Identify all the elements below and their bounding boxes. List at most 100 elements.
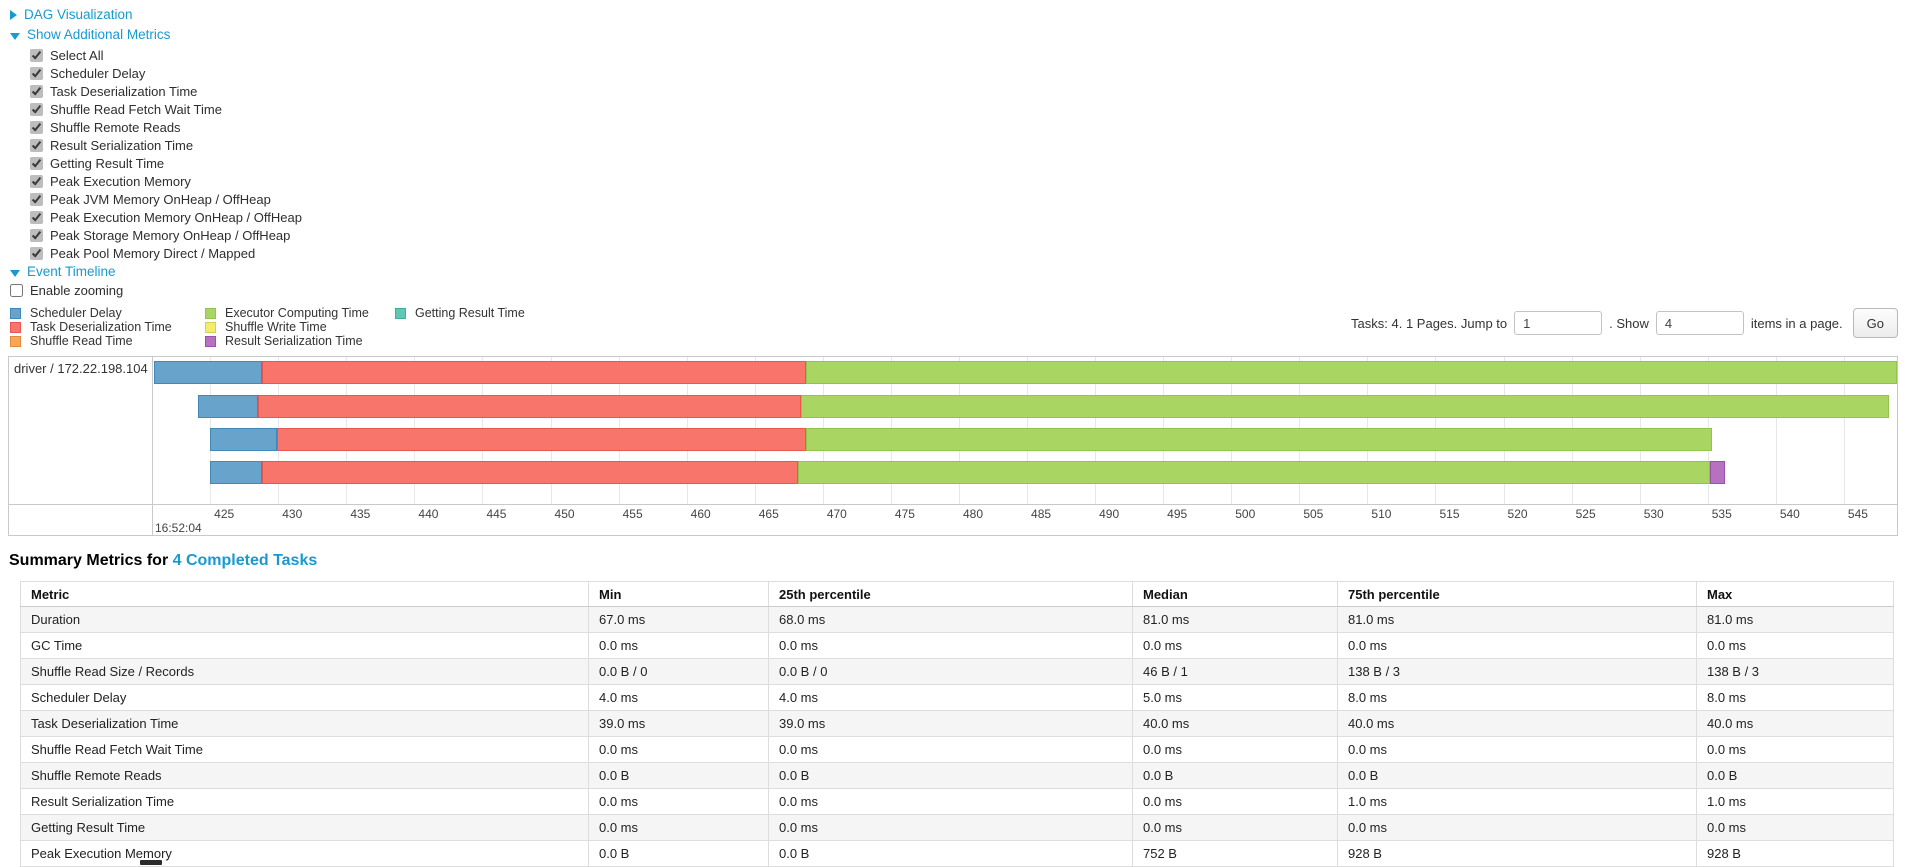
metric-value-cell: 0.0 ms bbox=[1696, 814, 1894, 841]
metric-name-cell: Shuffle Remote Reads bbox=[20, 762, 589, 789]
metric-value-cell: 0.0 ms bbox=[1337, 632, 1697, 659]
metric-value-cell: 39.0 ms bbox=[588, 710, 769, 737]
checkbox-result-serialization-time[interactable] bbox=[30, 138, 43, 152]
metric-value-cell: 0.0 B / 0 bbox=[768, 658, 1133, 685]
metric-label-select-all: Select All bbox=[50, 47, 104, 63]
enable-zooming-label: Enable zooming bbox=[30, 283, 124, 298]
task-1-segment-scheduler-delay[interactable] bbox=[154, 361, 262, 384]
timeline-axis: 16:52:04 425 430 435 440 445 450 455 460 465 470 4… bbox=[9, 504, 1897, 535]
metric-value-cell: 0.0 B bbox=[588, 762, 769, 789]
checkbox-peak-execution-memory-onheap-offheap[interactable] bbox=[30, 210, 43, 224]
metric-value-cell: 0.0 ms bbox=[588, 632, 769, 659]
jump-to-page-input[interactable] bbox=[1514, 311, 1603, 335]
task-1-segment-executor-computing[interactable] bbox=[806, 361, 1897, 384]
task-3-segment-executor-computing[interactable] bbox=[806, 428, 1712, 451]
event-timeline-toggle[interactable]: Event Timeline bbox=[8, 262, 1898, 282]
axis-tick-label-545: 545 bbox=[1847, 507, 1868, 521]
axis-tick-label-430: 430 bbox=[282, 507, 303, 521]
axis-tick-label-450: 450 bbox=[554, 507, 575, 521]
task-4-segment-executor-computing[interactable] bbox=[798, 461, 1711, 484]
legend-item-getting-result-time: Getting Result Time bbox=[395, 306, 525, 320]
metric-value-cell: 4.0 ms bbox=[588, 684, 769, 711]
task-4-segment-result-serialization[interactable] bbox=[1710, 461, 1726, 484]
table-row-scheduler-delay: Scheduler Delay 4.0 ms 4.0 ms 5.0 ms 8.0 ms 8… bbox=[20, 684, 1894, 711]
checkbox-select-all[interactable] bbox=[30, 48, 43, 62]
metric-value-cell: 67.0 ms bbox=[588, 606, 769, 633]
table-row-getting-result-time: Getting Result Time 0.0 ms 0.0 ms 0.0 ms 0.0… bbox=[20, 814, 1894, 841]
metric-value-cell: 0.0 ms bbox=[1132, 788, 1338, 815]
enable-zooming-checkbox[interactable] bbox=[10, 284, 23, 297]
legend-label-shuffle-read-time: Shuffle Read Time bbox=[30, 334, 133, 348]
metric-row-peak-pool-memory-direct-mapped: Peak Pool Memory Direct / Mapped bbox=[8, 244, 1898, 262]
table-header-row: Metric Min 25th percentile Median 75th perce… bbox=[20, 581, 1894, 607]
executor-group-label: driver / 172.22.198.104 bbox=[14, 361, 148, 376]
legend-column-2: Executor Computing Time Shuffle Write Tim… bbox=[205, 306, 395, 348]
go-button[interactable]: Go bbox=[1852, 308, 1898, 338]
task-4-segment-task-deserialization[interactable] bbox=[261, 461, 799, 484]
axis-tick-label-435: 435 bbox=[350, 507, 371, 521]
metric-row-scheduler-delay: Scheduler Delay bbox=[8, 64, 1898, 82]
metric-value-cell: 81.0 ms bbox=[1696, 606, 1894, 633]
metric-value-cell: 0.0 ms bbox=[588, 814, 769, 841]
event-timeline-label: Event Timeline bbox=[27, 264, 116, 279]
metric-name-cell: Shuffle Read Fetch Wait Time bbox=[20, 736, 589, 763]
items-per-page-input[interactable] bbox=[1655, 311, 1744, 335]
metric-name-cell: Getting Result Time bbox=[20, 814, 589, 841]
metric-label-peak-execution-memory: Peak Execution Memory bbox=[50, 173, 191, 189]
metric-row-select-all: Select All bbox=[8, 46, 1898, 64]
metric-label-peak-pool-memory-direct-mapped: Peak Pool Memory Direct / Mapped bbox=[50, 245, 256, 261]
table-row-shuffle-remote-reads: Shuffle Remote Reads 0.0 B 0.0 B 0.0 B 0.0 B… bbox=[20, 762, 1894, 789]
metric-value-cell: 0.0 ms bbox=[768, 632, 1133, 659]
metric-value-cell: 0.0 ms bbox=[768, 736, 1133, 763]
task-1-segment-task-deserialization[interactable] bbox=[261, 361, 807, 384]
legend-item-shuffle-write-time: Shuffle Write Time bbox=[205, 320, 395, 334]
show-additional-metrics-label: Show Additional Metrics bbox=[27, 27, 171, 42]
metric-value-cell: 8.0 ms bbox=[1337, 684, 1697, 711]
checkbox-shuffle-remote-reads[interactable] bbox=[30, 120, 43, 134]
legend-label-shuffle-write-time: Shuffle Write Time bbox=[225, 320, 327, 334]
task-2-segment-task-deserialization[interactable] bbox=[257, 395, 802, 418]
gridline-540 bbox=[1775, 357, 1777, 505]
legend-swatch-shuffle-write-icon bbox=[205, 321, 216, 333]
metric-value-cell: 46 B / 1 bbox=[1132, 658, 1338, 685]
checkbox-peak-jvm-memory-onheap-offheap[interactable] bbox=[30, 192, 43, 206]
metric-row-peak-jvm-memory-onheap-offheap: Peak JVM Memory OnHeap / OffHeap bbox=[8, 190, 1898, 208]
legend-swatch-task-deserialization-icon bbox=[10, 321, 21, 333]
task-2-segment-executor-computing[interactable] bbox=[801, 395, 1889, 418]
dag-visualization-toggle[interactable]: DAG Visualization bbox=[8, 5, 1898, 25]
metric-row-shuffle-read-fetch-wait-time: Shuffle Read Fetch Wait Time bbox=[8, 100, 1898, 118]
checkbox-peak-execution-memory[interactable] bbox=[30, 174, 43, 188]
table-row-peak-execution-memory: Peak Execution Memory 0.0 B 0.0 B 752 B 928 … bbox=[20, 840, 1894, 867]
checkbox-peak-pool-memory-direct-mapped[interactable] bbox=[30, 246, 43, 260]
table-row-shuffle-read-size-records: Shuffle Read Size / Records 0.0 B / 0 0.0 … bbox=[20, 658, 1894, 685]
task-3-segment-task-deserialization[interactable] bbox=[276, 428, 807, 451]
task-2-segment-scheduler-delay[interactable] bbox=[197, 395, 258, 418]
axis-tick-label-510: 510 bbox=[1371, 507, 1392, 521]
legend-item-shuffle-read-time: Shuffle Read Time bbox=[10, 334, 205, 348]
axis-tick-label-480: 480 bbox=[962, 507, 983, 521]
legend-swatch-shuffle-read-icon bbox=[10, 335, 21, 347]
checkbox-peak-storage-memory-onheap-offheap[interactable] bbox=[30, 228, 43, 242]
metric-row-peak-storage-memory-onheap-offheap: Peak Storage Memory OnHeap / OffHeap bbox=[8, 226, 1898, 244]
metric-value-cell: 0.0 ms bbox=[588, 736, 769, 763]
metric-name-cell: Shuffle Read Size / Records bbox=[20, 658, 589, 685]
task-4-segment-scheduler-delay[interactable] bbox=[210, 461, 262, 484]
collapsed-arrow-icon bbox=[10, 10, 17, 20]
axis-tick-labels: 16:52:04 425 430 435 440 445 450 455 460 465 470 4… bbox=[153, 505, 1897, 535]
additional-metrics-list: Select All Scheduler Delay Task Deserializ… bbox=[8, 46, 1898, 262]
metric-value-cell: 0.0 B bbox=[1696, 762, 1894, 789]
metric-value-cell: 0.0 B bbox=[768, 840, 1133, 867]
metric-value-cell: 68.0 ms bbox=[768, 606, 1133, 633]
checkbox-getting-result-time[interactable] bbox=[30, 156, 43, 170]
metric-value-cell: 4.0 ms bbox=[768, 684, 1133, 711]
checkbox-scheduler-delay[interactable] bbox=[30, 66, 43, 80]
axis-tick-label-425: 425 bbox=[214, 507, 235, 521]
checkbox-task-deserialization-time[interactable] bbox=[30, 84, 43, 98]
completed-tasks-link[interactable]: 4 Completed Tasks bbox=[172, 552, 318, 569]
show-additional-metrics-toggle[interactable]: Show Additional Metrics bbox=[8, 25, 1898, 45]
task-3-segment-scheduler-delay[interactable] bbox=[210, 428, 277, 451]
metric-row-getting-result-time: Getting Result Time bbox=[8, 154, 1898, 172]
legend-label-executor-computing-time: Executor Computing Time bbox=[225, 306, 369, 320]
metric-name-cell: Result Serialization Time bbox=[20, 788, 589, 815]
checkbox-shuffle-read-fetch-wait-time[interactable] bbox=[30, 102, 43, 116]
